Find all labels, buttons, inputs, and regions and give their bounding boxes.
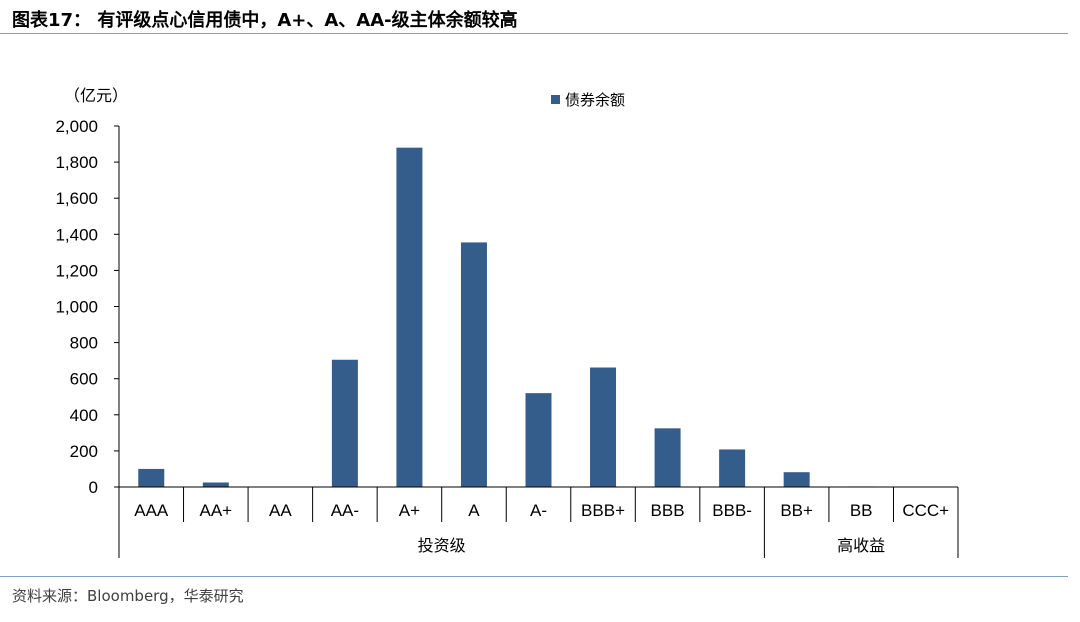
y-tick-label: 1,000 (55, 298, 98, 317)
bar-bbb-plus (590, 367, 617, 487)
title-divider (0, 33, 1068, 34)
x-tick-label: AAA (134, 501, 169, 520)
bar-a-plus (396, 147, 423, 487)
x-tick-label: BBB (651, 501, 685, 520)
y-tick-label: 400 (70, 406, 98, 425)
y-tick-label: 2,000 (55, 117, 98, 136)
x-axis: AAA AA+ AA AA- A+ A A- BBB+ BBB BBB- BB+ BB CCC+投资级高… (118, 486, 959, 558)
bar-bbb-minus (719, 449, 746, 487)
y-axis: 0 200 400 600 800 1,000 1,200 1,400 1,600 1,800 2,… (55, 117, 120, 497)
x-tick-label: AA- (331, 501, 359, 520)
y-tick-label: 0 (89, 478, 98, 497)
bar-aa-minus (331, 359, 358, 487)
y-tick-label: 1,800 (55, 153, 98, 172)
bars (138, 147, 875, 487)
x-group-label: 高收益 (837, 536, 885, 555)
bar-a (460, 242, 487, 487)
bar-bb-plus (783, 472, 810, 487)
bar-aa-plus (202, 482, 229, 487)
bar-aaa (138, 468, 165, 487)
source-divider (0, 576, 1068, 577)
x-tick-label: AA (269, 501, 292, 520)
y-tick-label: 800 (70, 334, 98, 353)
y-axis-unit-label: （亿元） (64, 86, 128, 105)
x-tick-label: A+ (399, 501, 420, 520)
x-tick-label: CCC+ (902, 501, 949, 520)
x-tick-label: A- (530, 501, 547, 520)
y-tick-label: 1,400 (55, 225, 98, 244)
y-tick-label: 1,600 (55, 189, 98, 208)
y-tick-label: 1,200 (55, 261, 98, 280)
bar-bbb (654, 428, 681, 487)
x-tick-label: BBB- (712, 501, 752, 520)
x-tick-label: BBB+ (581, 501, 625, 520)
x-tick-label: A (468, 501, 480, 520)
legend: 债券余额 (551, 91, 625, 109)
x-tick-label: BB (850, 501, 873, 520)
x-tick-label: BB+ (780, 501, 813, 520)
bar-a-minus (525, 393, 552, 487)
figure-title: 图表17： 有评级点心信用债中，A+、A、AA-级主体余额较高 (12, 10, 518, 31)
x-group-label: 投资级 (418, 536, 466, 555)
y-tick-label: 200 (70, 442, 98, 461)
x-tick-label: AA+ (200, 501, 233, 520)
legend-label: 债券余额 (565, 91, 625, 109)
legend-swatch (551, 95, 560, 104)
y-tick-label: 600 (70, 370, 98, 389)
source-note: 资料来源：Bloomberg，华泰研究 (12, 587, 244, 605)
